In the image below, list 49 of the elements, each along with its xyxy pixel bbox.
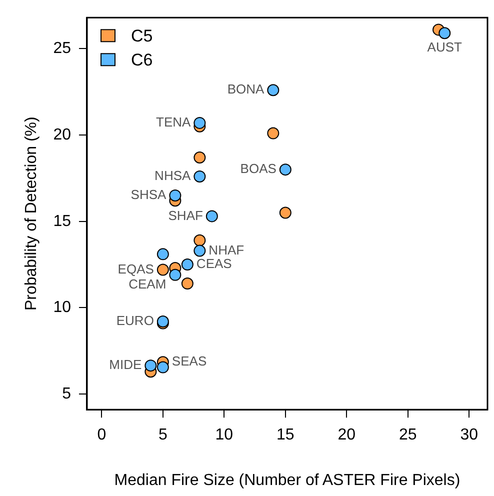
point [267,127,280,140]
point [279,164,292,176]
point [156,264,169,276]
annotation: SHSA [130,187,167,202]
legend-label: C5 [130,26,153,46]
x-tick-label: 25 [398,426,417,444]
x-tick-label: 15 [276,426,294,444]
x-tick-label: 10 [215,426,234,444]
point [181,258,194,271]
y-axis-title: Probability of Detection (%) [23,116,40,311]
point [194,244,206,257]
annotation: EURO [116,313,154,328]
annotation: MIDE [109,357,142,372]
x-axis-title: Median Fire Size (Number of ASTER Fire Pixels) [114,472,460,489]
y-tick-label: 5 [62,385,72,402]
annotation: NHSA [154,168,191,184]
annotation: BOAS [240,161,277,176]
point [194,151,206,164]
x-tick-label: 30 [460,426,478,444]
annotation: EQAS [118,261,154,276]
point [156,248,169,260]
point [181,278,194,290]
point [156,361,169,374]
x-tick-label: 5 [158,426,168,444]
point [206,210,218,222]
legend-label: C6 [130,50,153,70]
annotation: SEAS [172,354,207,369]
point [169,189,182,202]
point [194,116,206,129]
annotation: NHAF [208,242,244,258]
point [267,84,280,96]
y-tick-label: 20 [53,126,72,144]
point [194,234,206,246]
annotation: CEAM [128,276,166,292]
point [438,27,451,40]
annotation: TENA [156,114,192,130]
annotation: SHAF [168,208,203,223]
annotation: BONA [227,82,264,97]
annotation: CEAS [196,256,232,272]
point [169,268,182,281]
y-tick-label: 15 [53,212,72,230]
x-tick-label: 20 [338,426,356,444]
annotation: AUST [427,40,462,55]
y-tick-label: 25 [53,40,72,58]
point [144,360,157,372]
point [279,206,292,219]
y-tick-label: 10 [53,299,72,316]
x-tick-label: 0 [97,426,106,444]
point [194,170,206,182]
